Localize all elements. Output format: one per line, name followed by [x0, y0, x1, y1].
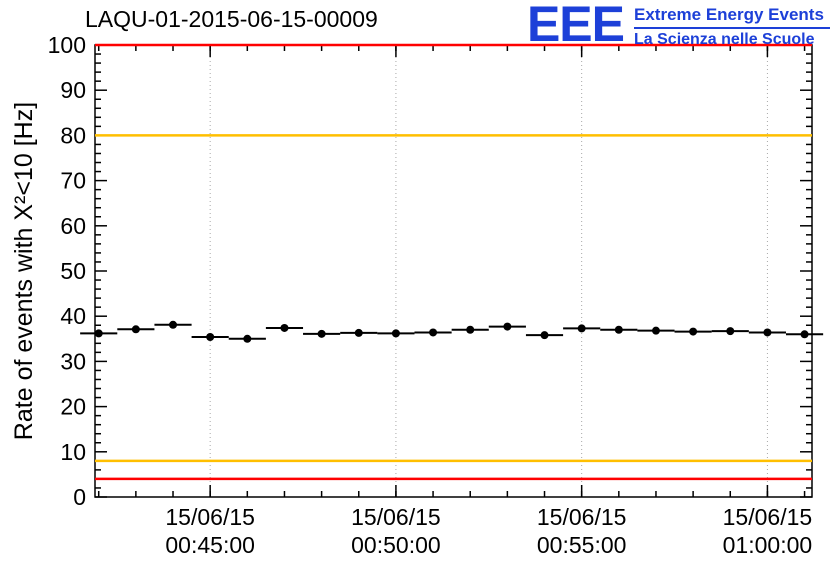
page-title: LAQU-01-2015-06-15-00009 [85, 6, 378, 32]
x-tick-label-date: 15/06/15 [537, 504, 627, 530]
data-point [391, 329, 400, 338]
logo-divider [634, 27, 830, 29]
data-point [206, 332, 215, 341]
data-point [800, 330, 809, 339]
x-tick-label-time: 01:00:00 [723, 532, 813, 558]
data-point [726, 327, 735, 336]
x-tick-label-time: 00:45:00 [165, 532, 255, 558]
y-tick-label: 10 [60, 439, 86, 465]
y-tick-label: 80 [60, 122, 86, 148]
data-point [429, 328, 438, 337]
data-point [651, 326, 660, 335]
data-point [577, 324, 586, 333]
y-tick-label: 0 [73, 484, 86, 510]
x-tick-label-time: 00:50:00 [351, 532, 441, 558]
x-tick-label-date: 15/06/15 [165, 504, 255, 530]
y-tick-label: 30 [60, 348, 86, 374]
x-tick-label-time: 00:55:00 [537, 532, 627, 558]
eee-logo: EEE Extreme Energy Events La Scienza nel… [526, 0, 830, 52]
eee-logo-acronym: EEE [526, 0, 625, 52]
data-point [94, 329, 103, 338]
data-point [169, 320, 178, 329]
data-point [614, 325, 623, 334]
y-tick-label: 100 [48, 32, 86, 58]
data-point [466, 325, 475, 334]
data-point [243, 334, 252, 343]
y-axis-title: Rate of events with X²<10 [Hz] [10, 101, 38, 441]
logo-line2: La Scienza nelle Scuole [634, 31, 815, 48]
eee-logo-text: Extreme Energy Events La Scienza nelle S… [634, 2, 830, 49]
y-tick-label: 90 [60, 77, 86, 103]
x-tick-label-date: 15/06/15 [723, 504, 813, 530]
data-point [503, 322, 512, 331]
data-point [354, 328, 363, 337]
data-point [280, 323, 289, 332]
y-tick-label: 20 [60, 394, 86, 420]
x-tick-label-date: 15/06/15 [351, 504, 441, 530]
plot-frame [94, 44, 813, 498]
data-point [131, 325, 140, 334]
data-point [540, 331, 549, 340]
y-tick-label: 40 [60, 303, 86, 329]
y-tick-label: 60 [60, 213, 86, 239]
y-tick-label: 70 [60, 168, 86, 194]
data-point [763, 328, 772, 337]
y-tick-label: 50 [60, 258, 86, 284]
data-point [689, 327, 698, 336]
data-point [317, 329, 326, 338]
logo-line1: Extreme Energy Events [634, 5, 824, 24]
